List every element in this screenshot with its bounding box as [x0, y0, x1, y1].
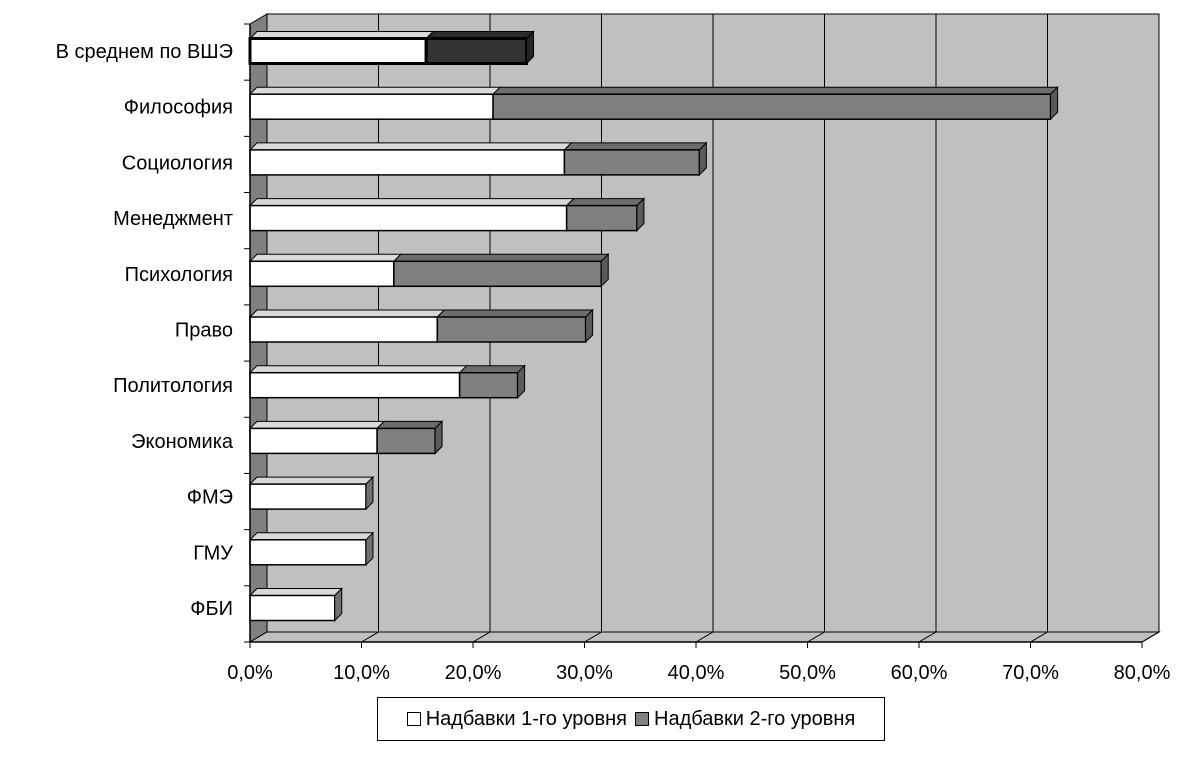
bar-segment-series-1 [248, 37, 428, 65]
category-label: Политология [113, 375, 233, 397]
bar-segment-series-1 [249, 93, 494, 120]
bar-segment-series-2 [376, 427, 436, 455]
legend-label-series-2: Надбавки 2-го уровня [654, 707, 856, 730]
gridline-floor [695, 631, 714, 643]
bar-segment-series-2 [424, 37, 529, 65]
x-tick-label: 60,0% [891, 662, 948, 684]
bar-top [248, 86, 502, 95]
bar-segment-series-1 [249, 371, 461, 399]
x-tick-label: 50,0% [779, 662, 836, 684]
bar-side [526, 30, 535, 65]
x-tick-label: 70,0% [1002, 662, 1059, 684]
legend: Надбавки 1-го уровня Надбавки 2-го уровн… [377, 697, 885, 741]
bar-segment-series-2 [436, 316, 587, 343]
bar-segment-series-2 [563, 149, 701, 176]
bar-side [698, 141, 707, 177]
category-label: Право [175, 320, 233, 342]
category-label: Социология [122, 152, 233, 174]
bar-top [248, 198, 575, 207]
category-label: Менеджмент [113, 208, 233, 230]
bar-top [248, 532, 375, 541]
bar-top [248, 253, 403, 262]
x-tick-labels: 0,0% 10,0% 20,0% 30,0% 40,0% 50,0% 60,0% 70,0% 8… [227, 662, 1170, 684]
bar-segment-series-2 [458, 371, 519, 399]
category-label: ФБИ [190, 598, 233, 620]
legend-label-series-1: Надбавки 1-го уровня [425, 707, 627, 730]
bar-side [334, 587, 343, 622]
gridline-floor [1141, 631, 1160, 643]
category-label: Экономика [131, 431, 234, 453]
bar-segment-series-1 [249, 149, 566, 176]
category-label: ФМЭ [187, 487, 233, 509]
bar-top [565, 198, 646, 207]
category-label: Психология [125, 264, 233, 286]
gridline-floor [361, 631, 379, 643]
x-tick-label: 0,0% [227, 662, 273, 684]
bar-segment-series-1 [249, 594, 336, 622]
gridline-floor [918, 631, 937, 643]
x-tick-label: 20,0% [445, 662, 502, 684]
bar-side [365, 475, 374, 511]
x-tick-label: 80,0% [1114, 662, 1171, 684]
bar-top [491, 86, 1059, 95]
bar-segment-series-1 [249, 204, 568, 232]
gridline-floor [584, 631, 602, 643]
bar-segment-series-1 [249, 260, 395, 288]
gridline-floor [807, 631, 825, 643]
bar-side [1050, 85, 1059, 121]
bar-side [585, 308, 594, 344]
bar-side [517, 364, 526, 399]
bar-segment-series-1 [249, 316, 439, 343]
legend-item-series-2: Надбавки 2-го уровня [635, 708, 855, 731]
bar-segment-series-2 [565, 204, 638, 232]
category-labels: В среднем по ВШЭ Философия Социология Менед… [56, 41, 234, 620]
bar-segment-series-2 [492, 93, 1052, 120]
axes [244, 23, 1143, 648]
bar-top [248, 476, 375, 485]
bar-top [248, 588, 343, 596]
bar-side [434, 420, 443, 455]
bar-top [392, 253, 610, 262]
gridline-floor [1030, 631, 1048, 643]
bar-top [436, 309, 594, 318]
bar-segment-series-1 [249, 539, 367, 566]
bar-top [458, 365, 526, 374]
bar-segment-series-1 [249, 427, 378, 455]
legend-item-series-1: Надбавки 1-го уровня [406, 707, 627, 731]
bar-top [563, 142, 708, 151]
x-tick-label: 30,0% [556, 662, 613, 684]
legend-swatch-series-2 [635, 712, 649, 726]
bar-top [248, 365, 468, 374]
category-label: В среднем по ВШЭ [56, 41, 233, 63]
gridline-floor [472, 631, 491, 643]
bars [248, 30, 1059, 622]
x-tick-label: 10,0% [333, 662, 390, 684]
bar-top [248, 142, 573, 151]
legend-swatch-series-1 [406, 712, 421, 726]
bar-segment-series-1 [249, 483, 367, 510]
bar-segment-series-2 [393, 260, 602, 288]
bar-side [636, 197, 645, 232]
bar-top [248, 420, 386, 429]
category-label: Философия [124, 97, 233, 119]
bar-top [248, 309, 446, 318]
category-label: ГМУ [193, 542, 233, 564]
bar-top [375, 420, 444, 429]
bar-side [365, 531, 374, 567]
x-tick-label: 40,0% [668, 662, 725, 684]
bar-side [600, 253, 609, 288]
